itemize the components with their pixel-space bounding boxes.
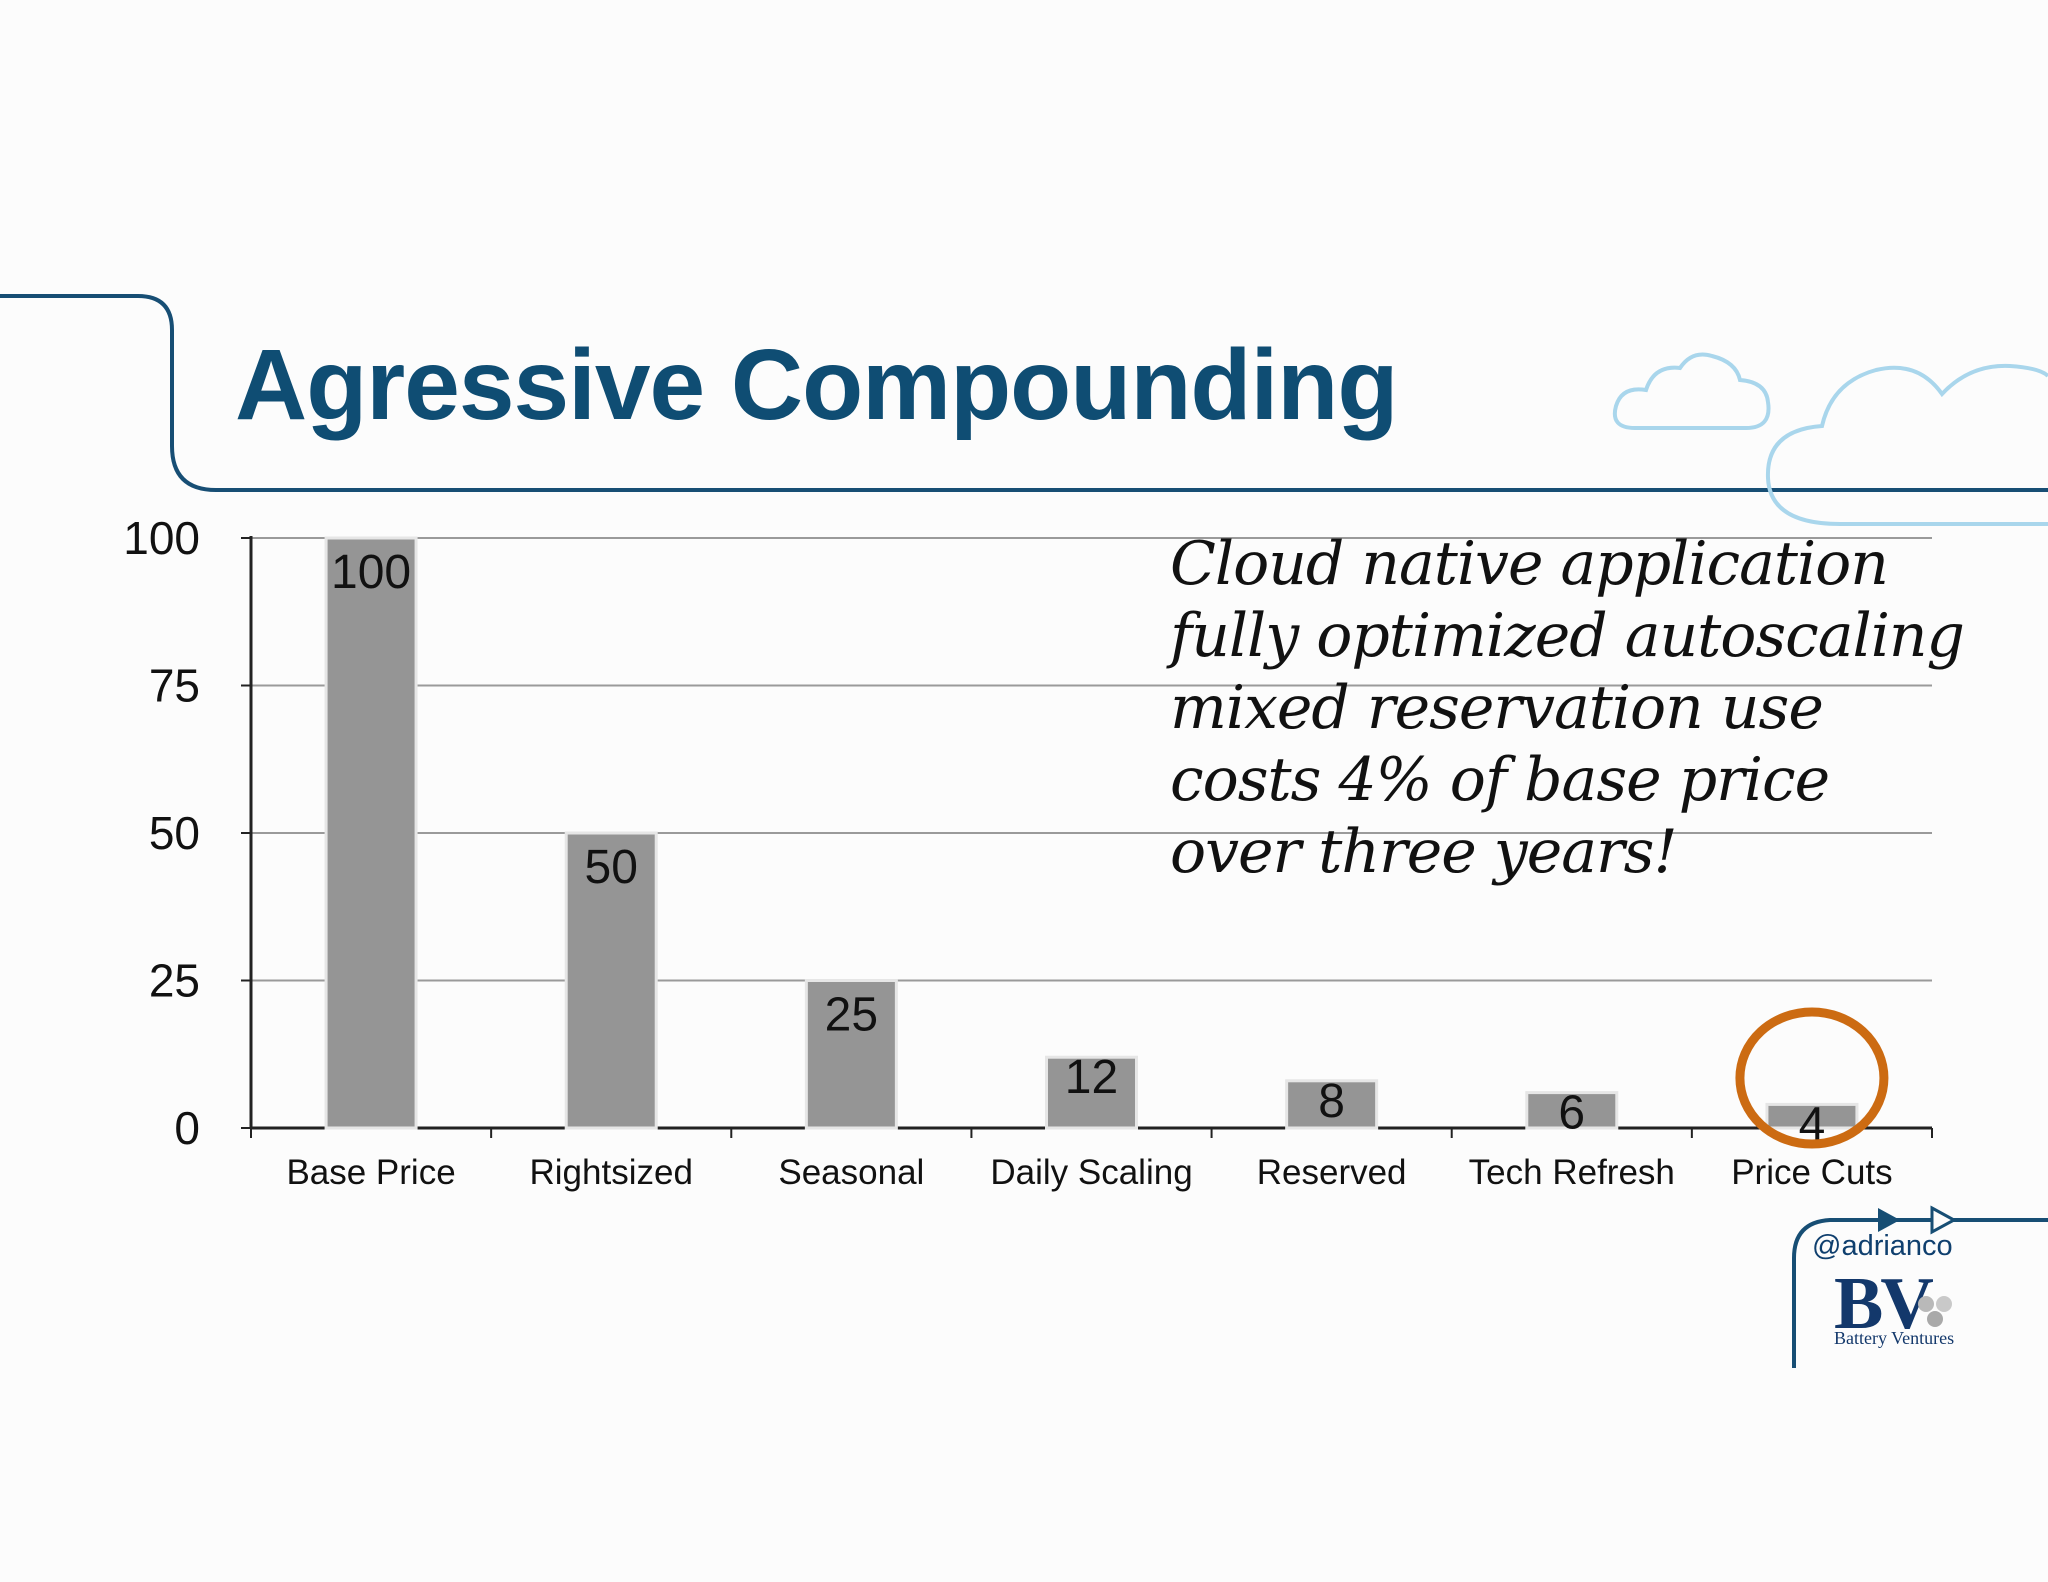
cloud-icon [1612, 352, 1771, 430]
bar-data-label: 6 [1558, 1087, 1585, 1140]
y-tick-label: 50 [149, 807, 200, 859]
title-frame-line [0, 294, 2048, 492]
cloud-icon [1765, 363, 2048, 526]
x-tick-label: Seasonal [778, 1153, 924, 1192]
bar [324, 536, 418, 1130]
bar-data-label: 50 [585, 841, 638, 894]
twitter-handle: @adrianco [1812, 1230, 1953, 1262]
bar [1045, 1055, 1138, 1130]
x-tick-label: Daily Scaling [990, 1153, 1192, 1192]
logo-bv-letters: BV [1834, 1263, 1934, 1345]
arrow-icon [1930, 1205, 1958, 1235]
callout-text: Cloud native application fully optimized… [1170, 528, 2030, 888]
callout-line: mixed reservation use [1170, 673, 1824, 743]
bar [1765, 1102, 1859, 1130]
bar [1285, 1079, 1379, 1130]
bar-data-label: 100 [331, 546, 411, 599]
y-tick-label: 75 [149, 660, 200, 712]
highlight-ring [1735, 1007, 1889, 1149]
x-tick-label: Tech Refresh [1469, 1153, 1675, 1192]
callout-line: Cloud native application [1170, 529, 1889, 599]
bar-data-label: 8 [1318, 1075, 1345, 1128]
callout-line: costs 4% of base price [1170, 745, 1830, 815]
slide-title: Agressive Compounding [235, 329, 1398, 441]
arrow-icon [1878, 1208, 1900, 1232]
y-tick-label: 25 [149, 955, 200, 1007]
bar [1525, 1091, 1619, 1130]
logo-frame-line [1792, 1218, 2048, 1368]
logo-dots-icon [1918, 1296, 1952, 1327]
y-tick-label: 100 [123, 512, 200, 564]
y-tick-label: 0 [174, 1102, 200, 1154]
callout-line: fully optimized autoscaling [1170, 601, 1965, 671]
bar-data-label: 12 [1065, 1051, 1118, 1104]
logo-company-name: Battery Ventures [1834, 1328, 1955, 1348]
x-tick-label: Rightsized [530, 1153, 693, 1192]
callout-line: over three years! [1170, 817, 1678, 887]
bar [564, 831, 658, 1130]
bar [804, 979, 898, 1130]
bar-data-label: 25 [825, 989, 878, 1042]
x-tick-label: Reserved [1257, 1153, 1407, 1192]
x-tick-label: Price Cuts [1731, 1153, 1892, 1192]
x-tick-label: Base Price [286, 1153, 455, 1192]
